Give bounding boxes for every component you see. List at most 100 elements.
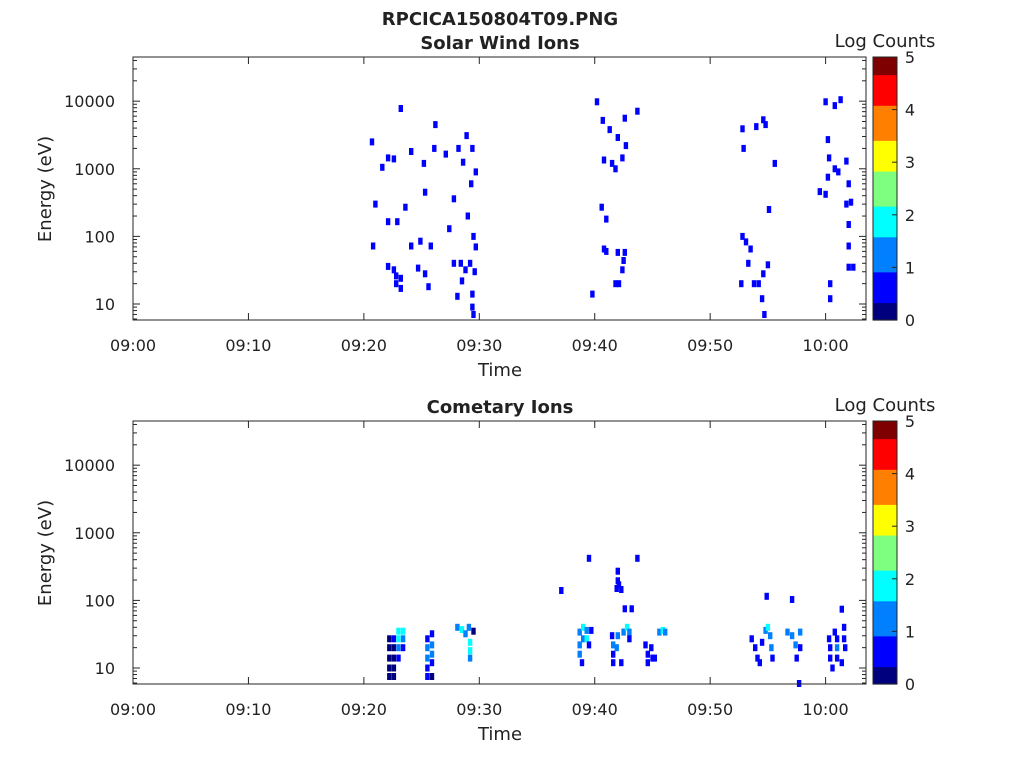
data-cell [394, 272, 399, 280]
data-cell [601, 245, 607, 253]
colorbar-segment [873, 609, 897, 615]
data-cell [823, 98, 828, 106]
data-cell [645, 659, 650, 667]
colorbar-segment [873, 561, 897, 567]
colorbar-segment [873, 258, 897, 264]
colorbar-segment [873, 657, 897, 663]
colorbar-segment [873, 118, 897, 124]
data-cell [387, 635, 392, 643]
data-cell [622, 248, 627, 256]
colorbar-segment [873, 482, 897, 488]
data-cell [851, 263, 856, 271]
y-axis-label: Energy (eV) [35, 136, 56, 242]
colorbar-segment [873, 648, 897, 654]
colorbar-segment [873, 644, 897, 650]
data-cell [768, 632, 773, 640]
data-cell [789, 632, 795, 640]
data-cell [455, 623, 460, 631]
data-cell [601, 156, 607, 164]
data-cell [600, 116, 605, 124]
data-cell [754, 123, 759, 131]
colorbar-segment [873, 197, 897, 203]
colorbar-segment [873, 495, 897, 501]
colorbar-segment [873, 127, 897, 133]
data-cell [599, 203, 604, 211]
data-cell [761, 116, 766, 124]
data-cell [619, 586, 624, 593]
data-cell [785, 628, 790, 636]
colorbar-segment [873, 311, 897, 317]
data-cell [387, 654, 392, 662]
data-cell [846, 242, 851, 250]
data-cell [458, 259, 463, 267]
colorbar-segment [873, 245, 897, 251]
data-cell [749, 635, 754, 643]
data-cell [581, 623, 586, 631]
x-tick-label: 09:30 [456, 700, 502, 719]
data-cell [611, 659, 616, 667]
colorbar-segment [873, 179, 897, 185]
data-cell [463, 630, 468, 638]
data-cell [432, 144, 437, 152]
data-cell [394, 280, 399, 288]
data-cell [841, 623, 847, 631]
cometary-ions-panel: Cometary Ions Log Counts Time Energy (eV… [35, 395, 935, 745]
colorbar-segment [873, 570, 897, 576]
data-cell [825, 173, 831, 181]
data-cell [613, 280, 618, 288]
axes: 09:00 09:10 09:20 09:30 09:40 09:50 10:00 10 100… [64, 56, 867, 355]
data-cell [385, 218, 391, 226]
x-tick-label: 09:30 [456, 336, 502, 355]
data-cell [589, 626, 594, 634]
colorbar-segment [873, 315, 897, 321]
data-cell [629, 605, 634, 613]
x-axis-label: Time [477, 360, 522, 381]
colorbar-segment [873, 622, 897, 628]
data-cell [590, 290, 595, 298]
data-cell [739, 280, 744, 288]
data-cell [373, 200, 378, 208]
colorbar-segment [873, 548, 897, 554]
colorbar-segment [873, 640, 897, 646]
data-cell [763, 121, 768, 129]
colorbar-segment [873, 464, 897, 470]
data-cell [429, 630, 435, 638]
data-cell [748, 245, 753, 253]
data-cell [848, 198, 854, 206]
colorbar-segment [873, 219, 897, 225]
colorbar-segment [873, 618, 897, 624]
data-cell [577, 641, 582, 649]
data-cell [604, 215, 609, 223]
axes-frame [132, 420, 867, 685]
data-cell [621, 628, 626, 636]
data-cell [398, 274, 403, 282]
colorbar-segment [873, 61, 897, 67]
data-cell [460, 158, 466, 166]
colorbar-tick-label: 2 [905, 206, 915, 225]
data-cell [463, 266, 468, 274]
axes-frame [132, 56, 867, 321]
data-cell [473, 243, 478, 251]
y-tick-label: 100 [84, 227, 115, 246]
colorbar-segment [873, 530, 897, 536]
colorbar-segment [873, 543, 897, 549]
data-cell [398, 105, 403, 112]
colorbar: 0 1 2 3 4 5 [872, 48, 915, 330]
data-cell [798, 644, 803, 652]
colorbar-segment [873, 513, 897, 519]
data-cell [464, 132, 469, 140]
data-cell [836, 168, 841, 176]
data-cell [765, 623, 771, 631]
colorbar-segment [873, 583, 897, 589]
x-tick-label: 09:20 [341, 336, 387, 355]
data-cell [770, 654, 775, 662]
colorbar-segment [873, 460, 897, 466]
colorbar-segment [873, 556, 897, 562]
colorbar-segment [873, 534, 897, 540]
colorbar-segment [873, 486, 897, 492]
data-cell [741, 144, 746, 152]
data-cell [391, 654, 397, 662]
data-cell [471, 232, 476, 240]
x-tick-label: 09:40 [572, 700, 618, 719]
data-cell [619, 659, 624, 667]
